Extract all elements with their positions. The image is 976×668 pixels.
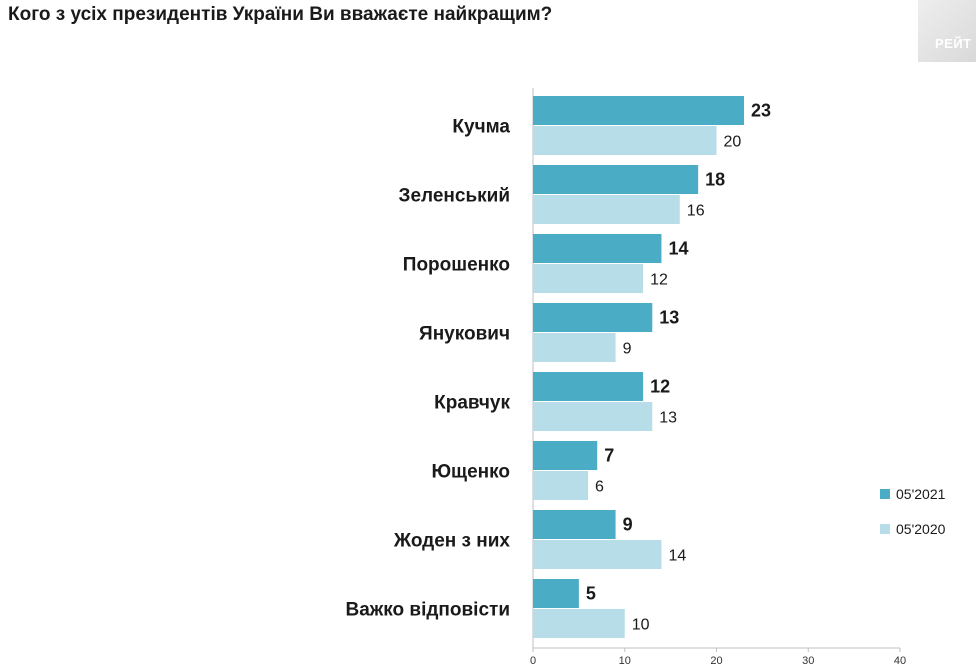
bar-series-1 bbox=[533, 96, 745, 125]
data-label: 9 bbox=[623, 341, 632, 358]
category-label: Ющенко bbox=[431, 462, 510, 483]
data-label: 14 bbox=[668, 239, 688, 259]
data-label: 9 bbox=[623, 515, 633, 535]
bar-series-1 bbox=[533, 234, 662, 263]
bar-series-2 bbox=[533, 402, 653, 431]
legend-label-series-1: 05'2021 bbox=[896, 486, 946, 502]
x-tick-label: 40 bbox=[894, 655, 906, 667]
data-label: 10 bbox=[632, 617, 650, 634]
logo-text: РЕЙТ bbox=[935, 36, 972, 51]
data-label: 12 bbox=[650, 272, 668, 289]
x-tick-label: 0 bbox=[530, 655, 536, 667]
bar-series-2 bbox=[533, 471, 589, 500]
category-label: Важко відповісти bbox=[345, 600, 510, 621]
bar-series-1 bbox=[533, 441, 598, 470]
bar-series-1 bbox=[533, 372, 644, 401]
data-label: 13 bbox=[659, 410, 677, 427]
bar-series-1 bbox=[533, 510, 616, 539]
bar-series-1 bbox=[533, 303, 653, 332]
data-label: 7 bbox=[604, 446, 614, 466]
category-label: Кравчук bbox=[434, 393, 510, 414]
category-label: Янукович bbox=[419, 324, 510, 345]
logo: РЕЙТ bbox=[918, 0, 976, 62]
data-label: 23 bbox=[751, 101, 771, 121]
legend-item-series-2: 05'2020 bbox=[880, 519, 945, 539]
bar-series-2 bbox=[533, 540, 662, 569]
legend-item-series-1: 05'2021 bbox=[880, 484, 945, 504]
category-label: Зеленський bbox=[399, 186, 510, 207]
data-label: 12 bbox=[650, 377, 670, 397]
bar-series-1 bbox=[533, 165, 699, 194]
legend-label-series-2: 05'2020 bbox=[896, 521, 946, 537]
data-label: 13 bbox=[659, 308, 679, 328]
bar-series-2 bbox=[533, 126, 717, 155]
data-label: 16 bbox=[687, 203, 705, 220]
bar-series-2 bbox=[533, 609, 625, 638]
bar-series-2 bbox=[533, 264, 644, 293]
x-tick-label: 30 bbox=[802, 655, 814, 667]
legend-swatch-series-1 bbox=[880, 489, 890, 499]
data-label: 20 bbox=[724, 134, 742, 151]
data-label: 14 bbox=[668, 548, 686, 565]
data-label: 6 bbox=[595, 479, 604, 496]
chart-title: Кого з усіх президентів України Ви вважа… bbox=[8, 4, 553, 25]
bar-series-1 bbox=[533, 579, 579, 608]
legend-swatch-series-2 bbox=[880, 524, 890, 534]
legend: 05'2021 05'2020 bbox=[880, 484, 945, 554]
bar-series-2 bbox=[533, 333, 616, 362]
category-label: Кучма bbox=[452, 117, 510, 138]
x-tick-label: 10 bbox=[619, 655, 631, 667]
bar-series-2 bbox=[533, 195, 680, 224]
data-label: 5 bbox=[586, 584, 596, 604]
data-label: 18 bbox=[705, 170, 725, 190]
x-tick-label: 20 bbox=[710, 655, 722, 667]
category-label: Жоден з них bbox=[393, 531, 511, 552]
category-label: Порошенко bbox=[403, 255, 510, 276]
